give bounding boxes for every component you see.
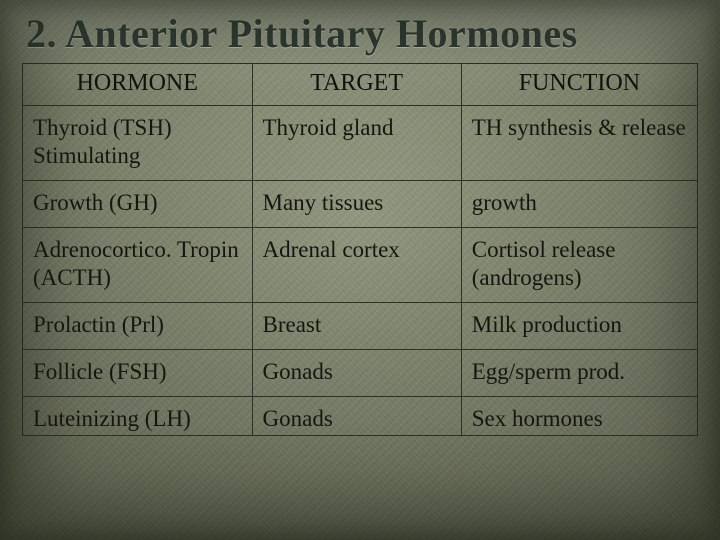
table-header-row: HORMONE TARGET FUNCTION: [23, 64, 698, 106]
table-row: Luteinizing (LH) Gonads Sex hormones: [23, 397, 698, 436]
title-number: 2.: [26, 11, 57, 56]
col-header-hormone: HORMONE: [23, 64, 253, 106]
cell-target: Many tissues: [252, 181, 461, 228]
table-row: Follicle (FSH) Gonads Egg/sperm prod.: [23, 350, 698, 397]
title-text: Anterior Pituitary Hormones: [65, 11, 578, 56]
cell-hormone: Prolactin (Prl): [23, 303, 253, 350]
cell-target: Adrenal cortex: [252, 228, 461, 303]
table-row: Prolactin (Prl) Breast Milk production: [23, 303, 698, 350]
cell-target: Breast: [252, 303, 461, 350]
cell-function: Cortisol release (androgens): [461, 228, 697, 303]
table-row: Adrenocortico. Tropin (ACTH) Adrenal cor…: [23, 228, 698, 303]
cell-function: growth: [461, 181, 697, 228]
cell-target: Gonads: [252, 397, 461, 436]
slide: 2.Anterior Pituitary Hormones HORMONE TA…: [0, 0, 720, 540]
table-row: Growth (GH) Many tissues growth: [23, 181, 698, 228]
cell-hormone: Adrenocortico. Tropin (ACTH): [23, 228, 253, 303]
cell-function: Sex hormones: [461, 397, 697, 436]
cell-hormone: Thyroid (TSH) Stimulating: [23, 106, 253, 181]
cell-target: Gonads: [252, 350, 461, 397]
cell-target: Thyroid gland: [252, 106, 461, 181]
cell-function: Egg/sperm prod.: [461, 350, 697, 397]
table-row: Thyroid (TSH) Stimulating Thyroid gland …: [23, 106, 698, 181]
col-header-function: FUNCTION: [461, 64, 697, 106]
cell-function: Milk production: [461, 303, 697, 350]
cell-hormone: Luteinizing (LH): [23, 397, 253, 436]
cell-hormone: Follicle (FSH): [23, 350, 253, 397]
hormones-table: HORMONE TARGET FUNCTION Thyroid (TSH) St…: [22, 63, 698, 436]
slide-title: 2.Anterior Pituitary Hormones: [26, 10, 698, 57]
cell-hormone: Growth (GH): [23, 181, 253, 228]
col-header-target: TARGET: [252, 64, 461, 106]
cell-function: TH synthesis & release: [461, 106, 697, 181]
